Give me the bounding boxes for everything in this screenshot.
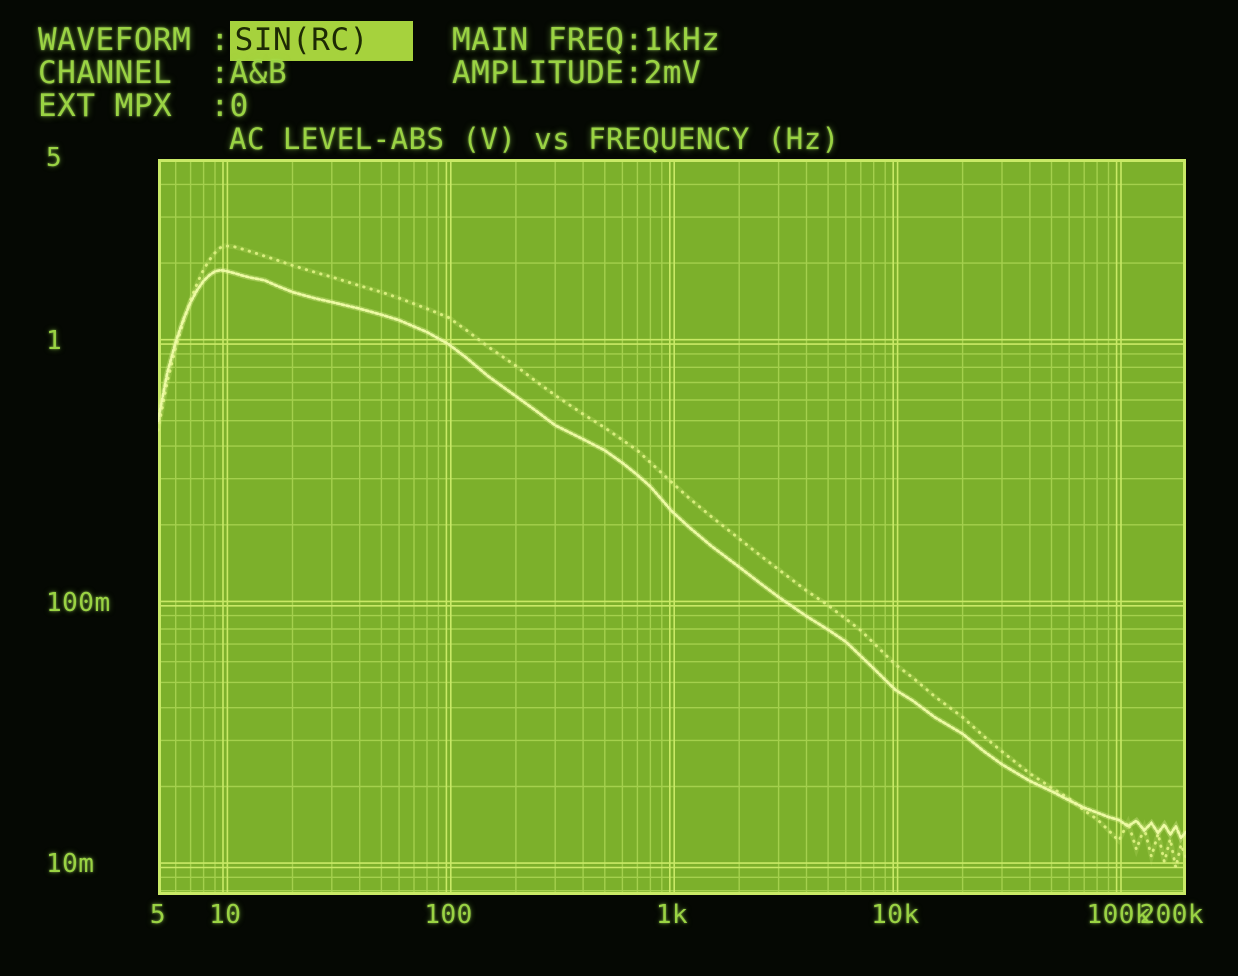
y-tick-label: 10m xyxy=(46,849,95,880)
waveform-value-field[interactable]: SIN(RC) xyxy=(229,21,413,61)
amplitude-label: AMPLITUDE: xyxy=(452,55,644,91)
trace-channel-a xyxy=(158,268,1186,841)
grid-major-lines xyxy=(158,159,1186,895)
y-tick-label: 100m xyxy=(46,587,111,618)
main-freq-label: MAIN FREQ: xyxy=(452,22,644,58)
frequency-response-plot xyxy=(158,159,1186,895)
x-tick-label: 5 xyxy=(149,900,167,930)
y-tick-label: 1 xyxy=(46,325,63,356)
chart-title: AC LEVEL-ABS (V) vs FREQUENCY (Hz) xyxy=(229,122,840,156)
y-tick-label: 5 xyxy=(46,142,63,173)
x-tick-label: 10 xyxy=(209,900,242,930)
channel-value: A&B xyxy=(229,55,288,91)
amplitude-row: AMPLITUDE:2mV xyxy=(452,57,701,90)
amplitude-value: 2mV xyxy=(643,55,702,91)
channel-label: CHANNEL : xyxy=(38,55,230,91)
x-tick-label: 1k xyxy=(655,900,689,930)
ext-mpx-row: EXT MPX :0 xyxy=(38,90,249,123)
trace-channel-b xyxy=(158,244,1186,868)
main-freq-row: MAIN FREQ:1kHz xyxy=(452,24,720,57)
ext-mpx-label: EXT MPX : xyxy=(38,88,230,124)
channel-row: CHANNEL :A&B xyxy=(38,57,287,90)
waveform-row: WAVEFORM : SIN(RC) xyxy=(38,21,413,61)
x-tick-label: 100 xyxy=(424,900,473,930)
ext-mpx-value: 0 xyxy=(229,88,249,124)
grid-minor-lines xyxy=(158,159,1186,895)
plot-border xyxy=(158,159,1186,895)
x-tick-label: 200k xyxy=(1139,900,1205,930)
main-freq-value: 1kHz xyxy=(643,22,721,58)
x-tick-label: 10k xyxy=(871,900,920,930)
x-tick-label: 100k xyxy=(1086,900,1152,930)
waveform-label: WAVEFORM : xyxy=(38,22,230,58)
